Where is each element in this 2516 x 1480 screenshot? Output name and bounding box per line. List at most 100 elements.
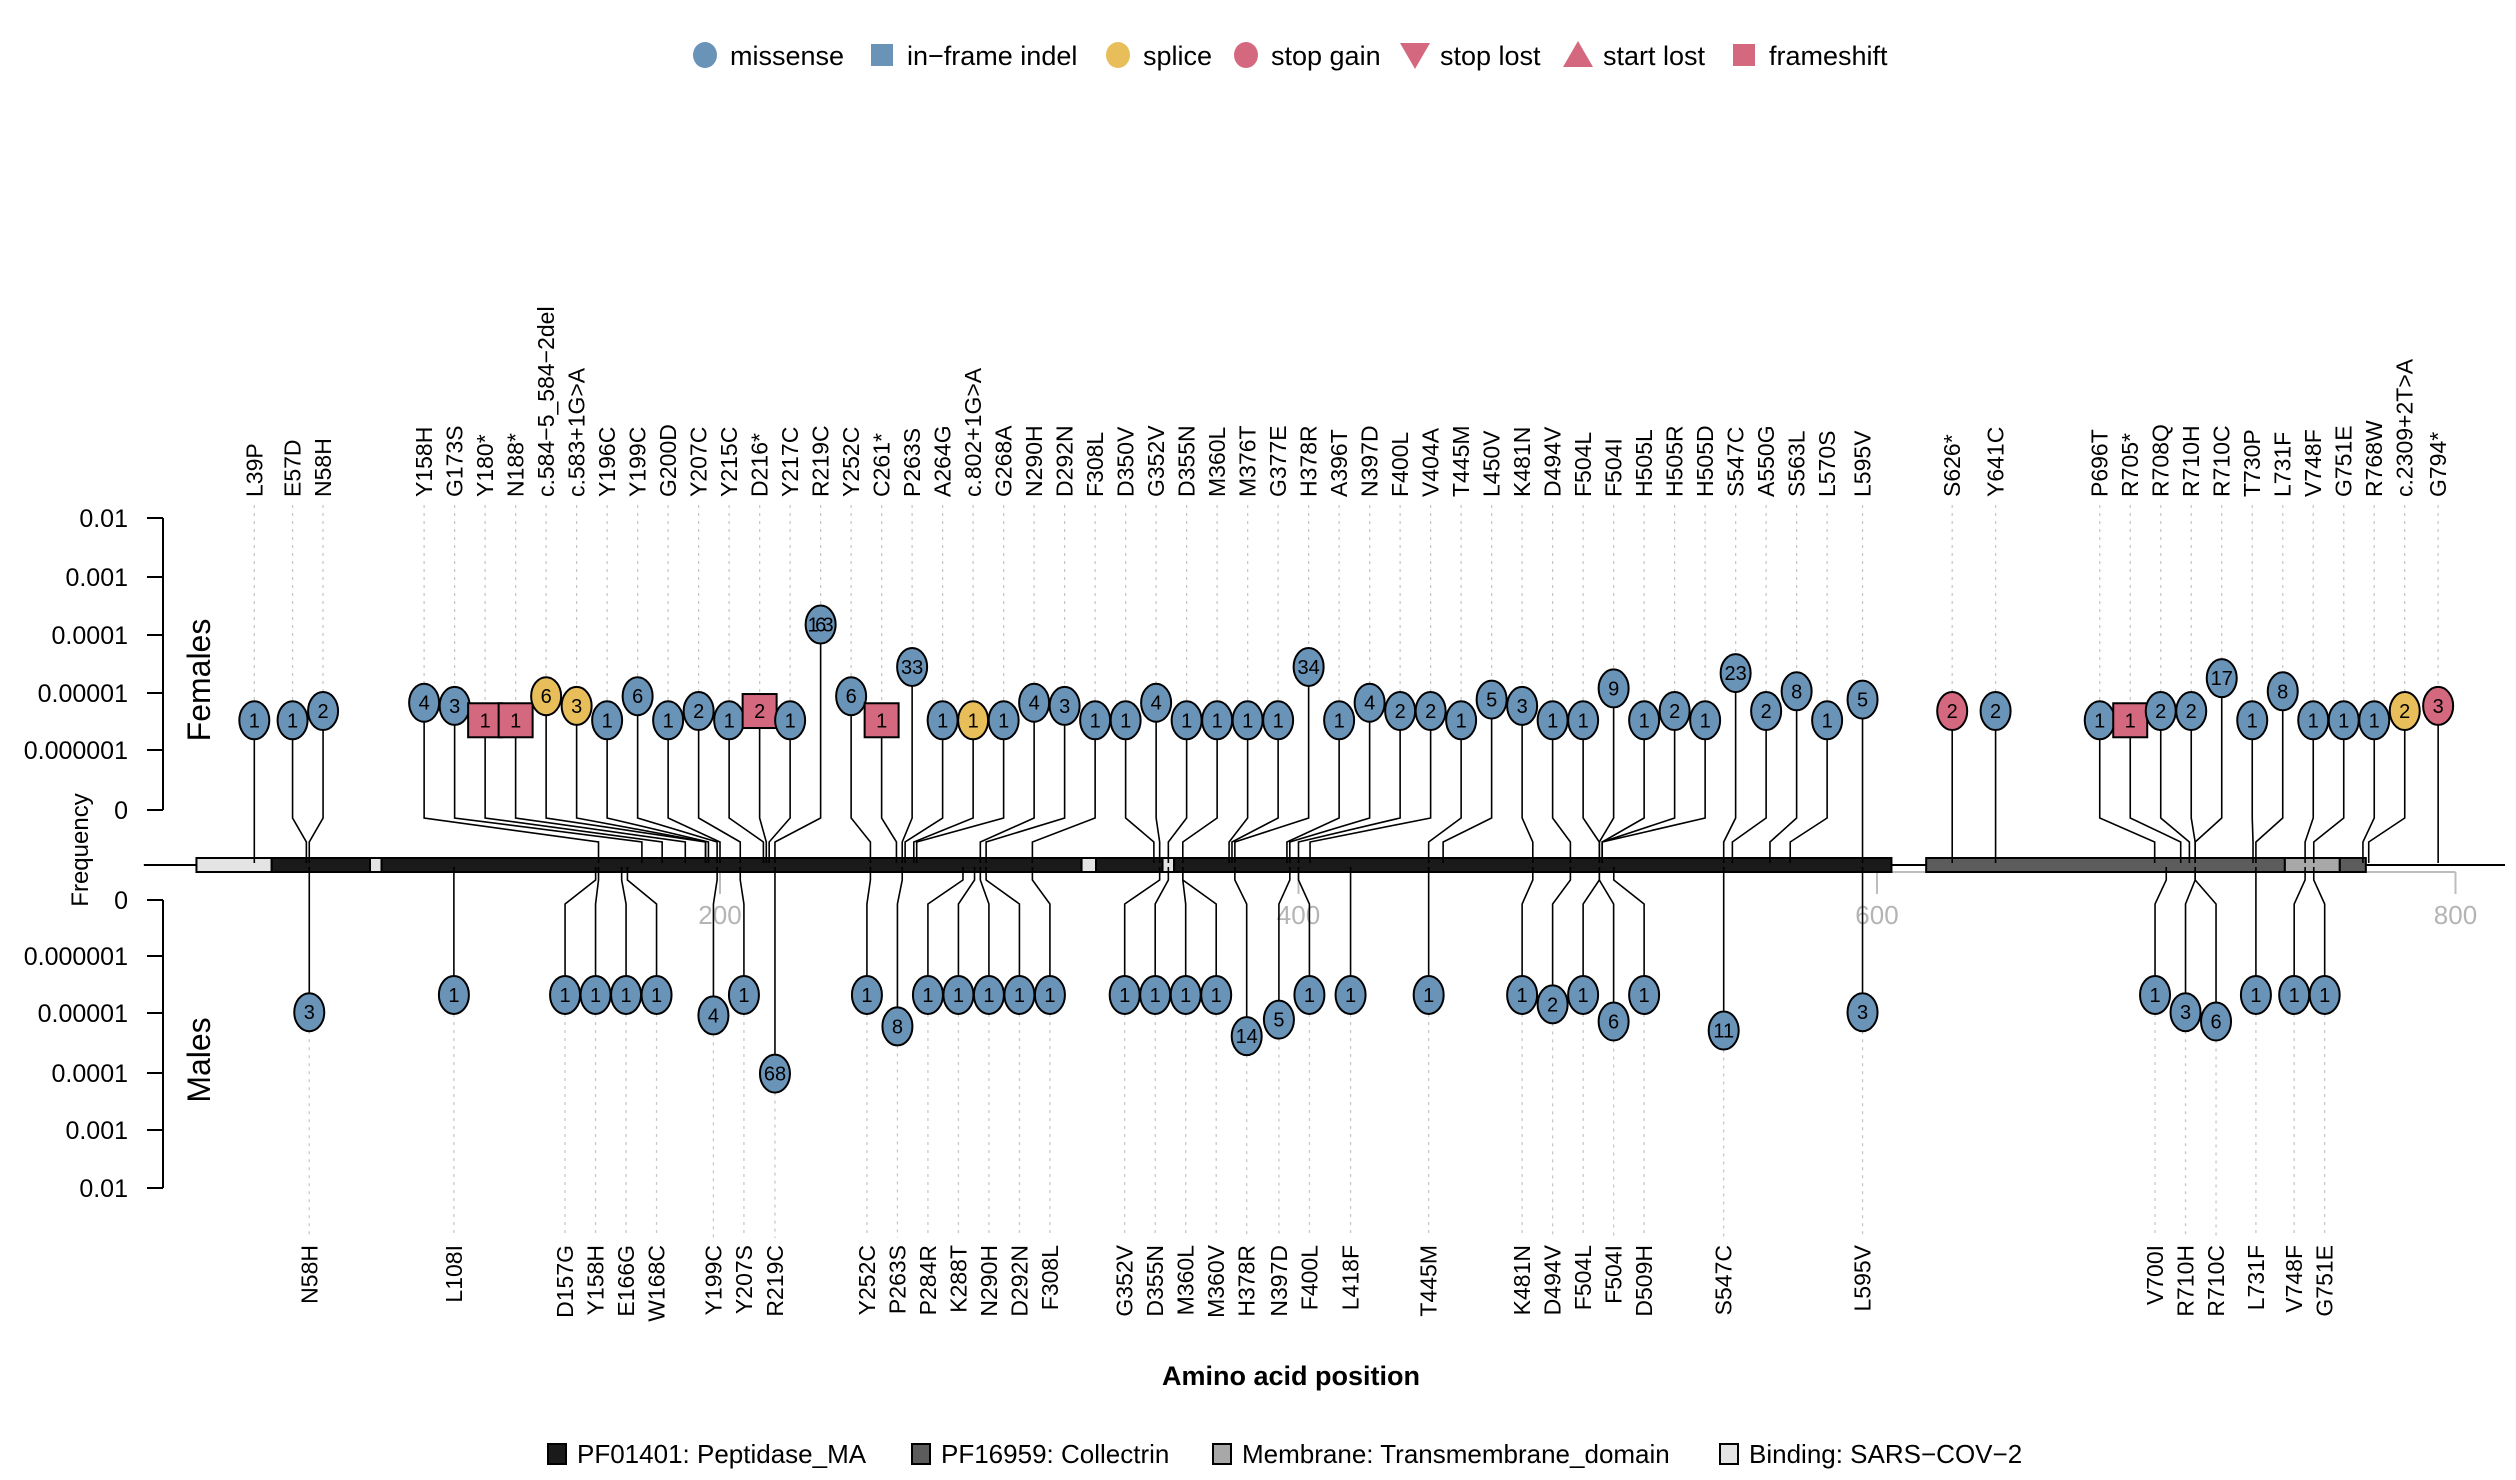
female-mutation-label: D350V <box>1113 426 1139 497</box>
legend-item-start-lost: start lost <box>1563 41 1706 71</box>
female-stem <box>728 720 765 863</box>
count-label: 1 <box>724 710 735 732</box>
count-label: 3 <box>2433 696 2444 718</box>
lollipop-head-f308l: 1 <box>1079 700 1112 741</box>
female-stem <box>1601 720 1706 863</box>
lollipop-head-p263s: 8 <box>881 1006 914 1047</box>
lollipop-head-y180: 1 <box>467 702 504 739</box>
lollipop-head-d355n: 1 <box>1139 974 1172 1015</box>
lollipop-head-d494v: 2 <box>1536 984 1569 1025</box>
lollipop-head-r710c: 17 <box>2205 658 2238 699</box>
lollipop-head-v700i: 1 <box>2139 974 2172 1015</box>
male-mutation-label: D355N <box>1142 1245 1168 1317</box>
male-stem <box>979 867 990 995</box>
lollipop-head-y158h: 1 <box>579 974 612 1015</box>
female-stem <box>484 720 663 863</box>
female-mutation-label: T730P <box>2239 429 2265 497</box>
male-mutation-label: V700I <box>2142 1245 2168 1305</box>
y-tick-label: 0.01 <box>79 1175 128 1203</box>
female-stem <box>1598 688 1615 863</box>
circle-marker <box>727 974 760 1015</box>
female-mutation-label: Y207C <box>686 427 712 497</box>
lollipop-head-h505r: 2 <box>1658 691 1691 732</box>
count-label: 1 <box>249 710 260 732</box>
count-label: 1 <box>1700 710 1711 732</box>
y-tick-label: 0.00001 <box>38 680 128 708</box>
lollipop-head-e166g: 1 <box>610 974 643 1015</box>
lollipop-head-r708q: 2 <box>2144 691 2177 732</box>
count-label: 1 <box>2247 710 2258 732</box>
female-stem <box>514 720 687 863</box>
male-mutation-label: Y158H <box>583 1245 609 1315</box>
female-mutation-label: L595V <box>1850 430 1876 497</box>
square-marker <box>497 702 534 739</box>
male-mutation-label: P284R <box>915 1245 941 1315</box>
female-stem <box>1124 720 1155 863</box>
female-mutation-label: H505R <box>1662 425 1688 497</box>
female-mutation-label: D292N <box>1052 425 1078 497</box>
count-label: 1 <box>2250 985 2261 1007</box>
domain-binding-sars-cov-2 <box>369 857 383 873</box>
count-label: 2 <box>2399 701 2410 723</box>
lollipop-head-g173s: 3 <box>438 685 471 726</box>
count-label: 2 <box>1761 701 1772 723</box>
lollipop-head-g794: 3 <box>2422 685 2455 726</box>
female-stem <box>291 720 308 863</box>
lollipop-head-y196c: 1 <box>591 700 624 741</box>
domain-legend-item-binding-sars-cov-2: Binding: SARS−COV−2 <box>1719 1439 2022 1469</box>
circle-marker <box>758 1053 791 1094</box>
x-tick-label: 800 <box>2434 900 2477 930</box>
lollipop-head-r219c: 68 <box>758 1053 791 1094</box>
circle-marker <box>1707 1010 1740 1051</box>
female-stem <box>667 720 721 863</box>
female-stem <box>1231 720 1279 863</box>
square-icon <box>911 1443 931 1465</box>
male-y-axis: 0 0.000001 0.00001 0.0001 0.001 0.01 <box>24 887 164 1203</box>
male-mutation-label: M360L <box>1173 1245 1199 1316</box>
circle-marker <box>2200 1001 2233 1042</box>
male-stem <box>1551 867 1572 1005</box>
count-label: 1 <box>2308 710 2319 732</box>
legend-label: frameshift <box>1769 41 1888 71</box>
lollipop-head-c-2309-2t-a: 2 <box>2388 691 2421 732</box>
female-mutation-label: A550G <box>1753 425 1779 497</box>
lollipop-head-w168c: 1 <box>640 974 673 1015</box>
female-stem <box>2159 711 2191 863</box>
circle-marker <box>1109 700 1142 741</box>
female-stem <box>1731 711 1767 863</box>
female-stem <box>774 624 822 863</box>
female-mutation-label: S547C <box>1723 427 1749 497</box>
male-mutation-label: N290H <box>976 1245 1002 1317</box>
male-stem <box>712 867 718 1016</box>
count-label: 1 <box>953 985 964 1007</box>
female-mutation-label: G352V <box>1143 425 1169 497</box>
lollipop-head-g352v: 4 <box>1140 682 1173 723</box>
males-panel-label: Males <box>181 1017 217 1102</box>
circle-marker <box>1658 691 1691 732</box>
female-mutation-label: c.2309+2T>A <box>2392 358 2418 497</box>
female-mutation-label: Y199C <box>625 427 651 497</box>
domain-legend-label: Binding: SARS−COV−2 <box>1749 1439 2022 1469</box>
circle-marker <box>530 676 563 717</box>
legend-label: start lost <box>1603 41 1706 71</box>
count-label: 1 <box>785 710 796 732</box>
male-mutation-label: L418F <box>1338 1245 1364 1310</box>
domain-pf01401-peptidase-ma <box>380 857 1083 873</box>
circle-marker <box>804 604 837 645</box>
circle-marker <box>1292 646 1325 687</box>
female-stem <box>912 720 974 863</box>
male-mutation-label: Y199C <box>700 1245 726 1315</box>
circle-marker <box>987 700 1020 741</box>
lollipop-head-v748f: 1 <box>2297 700 2330 741</box>
females-panel-label: Females <box>181 619 217 742</box>
count-label: 4 <box>708 1005 719 1027</box>
count-label: 4 <box>419 693 430 715</box>
lollipop-head-l731f: 1 <box>2239 974 2272 1015</box>
count-label: 5 <box>1857 690 1868 712</box>
female-stem <box>904 720 944 863</box>
count-label: 163 <box>808 615 834 637</box>
female-stem <box>979 702 1035 863</box>
lollipop-head-l108i: 1 <box>437 974 470 1015</box>
lollipop-head-n188: 1 <box>497 702 534 739</box>
